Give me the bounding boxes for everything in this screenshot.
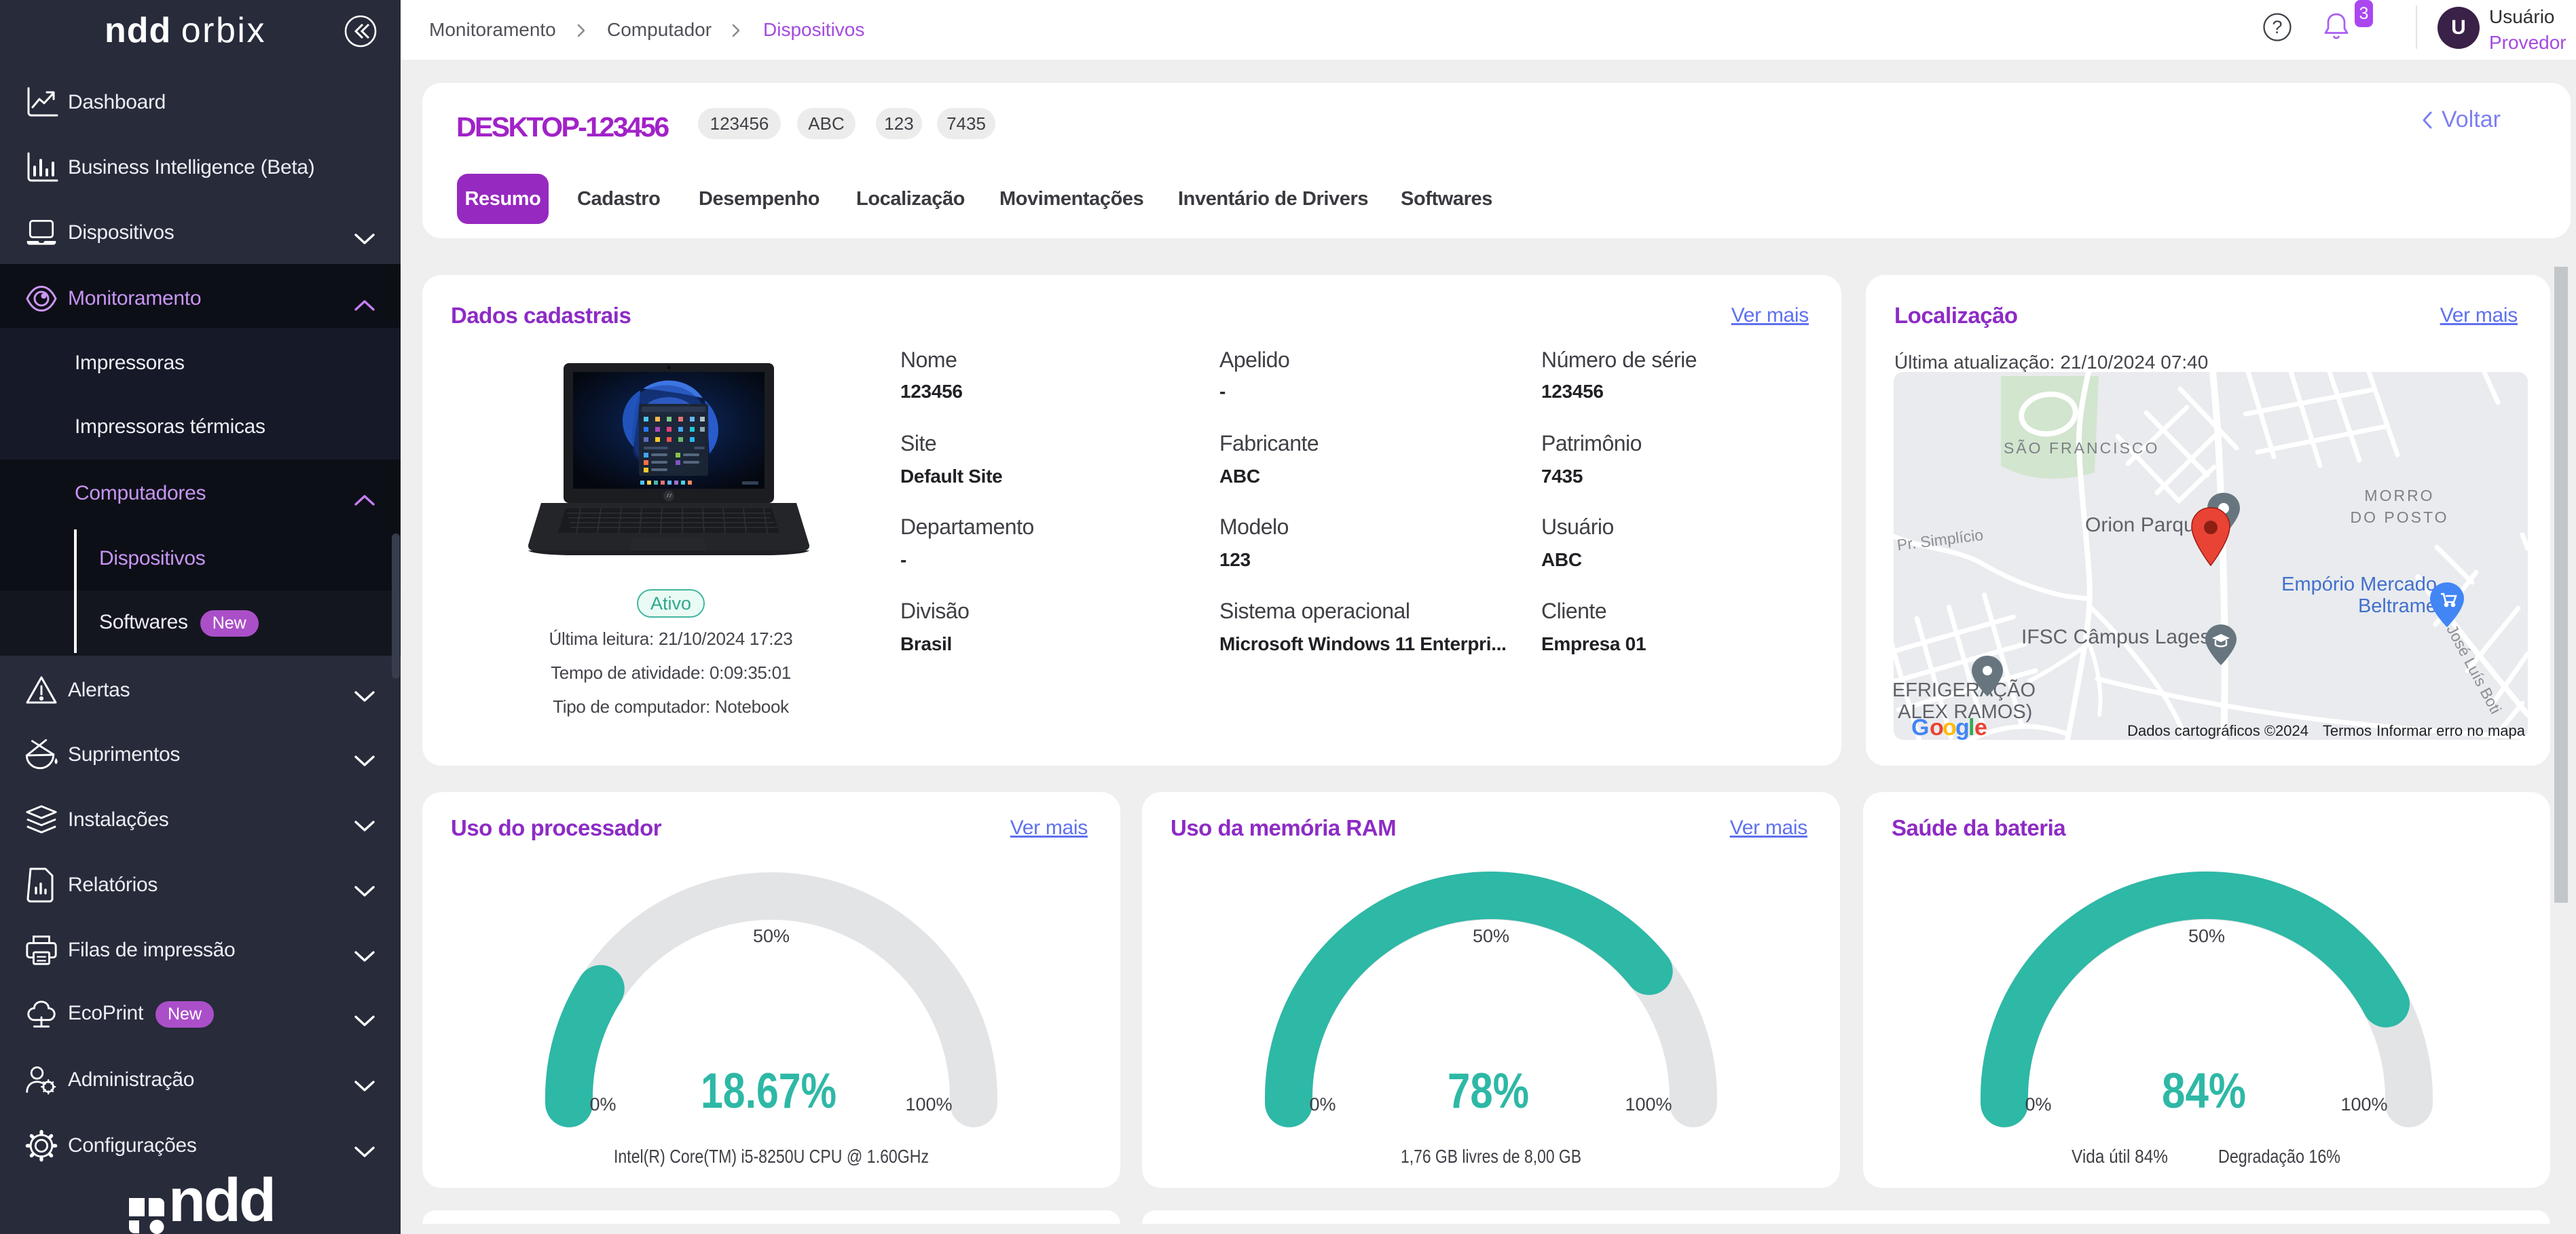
svg-text:Dados cartográficos ©2024: Dados cartográficos ©2024 [2127, 722, 2308, 739]
svg-text:Degradação 16%: Degradação 16% [2218, 1146, 2340, 1167]
svg-text:SÃO FRANCISCO: SÃO FRANCISCO [2004, 439, 2159, 457]
svg-text:Intel(R) Core(TM) i5-8250U CPU: Intel(R) Core(TM) i5-8250U CPU @ 1.60GHz [614, 1146, 929, 1167]
svg-text:Termos: Termos [2323, 722, 2372, 739]
svg-text:o: o [1943, 715, 1956, 740]
svg-text:Beltrame: Beltrame [2358, 595, 2437, 617]
svg-text:Informar erro no mapa: Informar erro no mapa [2376, 722, 2526, 739]
svg-text:50%: 50% [1473, 926, 1509, 946]
svg-text:( ALEX RAMOS): ( ALEX RAMOS) [1894, 701, 2032, 723]
svg-text:DO POSTO: DO POSTO [2351, 508, 2449, 526]
svg-text:?: ? [2272, 17, 2282, 37]
svg-text:o: o [1930, 715, 1943, 740]
svg-text:Orion Parque: Orion Parque [2085, 514, 2206, 536]
svg-text:Vida útil 84%: Vida útil 84% [2072, 1146, 2168, 1167]
svg-text:100%: 100% [905, 1094, 952, 1115]
svg-text:0%: 0% [1309, 1094, 1336, 1115]
svg-text:MORRO: MORRO [2364, 487, 2434, 504]
svg-text:0%: 0% [2025, 1094, 2051, 1115]
svg-text:IFSC Câmpus Lages: IFSC Câmpus Lages [2021, 626, 2210, 648]
svg-text:78%: 78% [1448, 1064, 1529, 1119]
svg-text:0%: 0% [589, 1094, 616, 1115]
svg-text:REFRIGERAÇÃO: REFRIGERAÇÃO [1894, 678, 2036, 701]
svg-text:50%: 50% [2188, 926, 2225, 946]
svg-text:100%: 100% [2340, 1094, 2387, 1115]
svg-text:50%: 50% [753, 926, 790, 946]
svg-text:18.67%: 18.67% [701, 1064, 836, 1119]
svg-text:84%: 84% [2162, 1064, 2246, 1119]
svg-text:100%: 100% [1625, 1094, 1672, 1115]
svg-text:l: l [1968, 715, 1974, 740]
svg-text:G: G [1911, 715, 1928, 740]
svg-text:g: g [1955, 715, 1969, 740]
svg-text:e: e [1974, 715, 1987, 740]
svg-text:1,76 GB livres de 8,00 GB: 1,76 GB livres de 8,00 GB [1401, 1146, 1581, 1167]
svg-text:Empório Mercado: Empório Mercado [2281, 574, 2437, 595]
